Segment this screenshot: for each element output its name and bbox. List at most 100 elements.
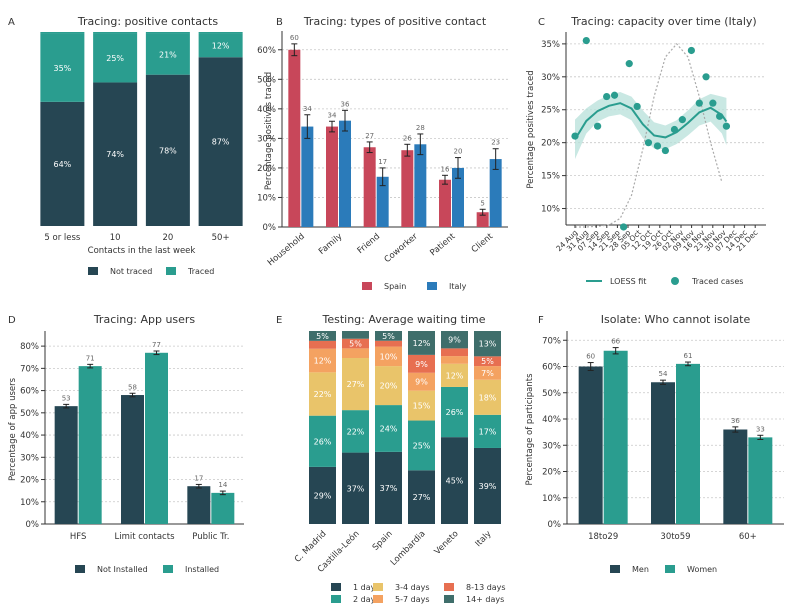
tick-label: 10 (110, 233, 121, 243)
bar-segment (342, 452, 369, 524)
bar-segment (474, 414, 501, 448)
y-axis-label: Percentage of app users (8, 377, 18, 481)
data-label: 60 (290, 34, 299, 42)
data-label: 77 (152, 341, 161, 349)
bar (198, 57, 243, 226)
data-label: 12% (413, 339, 431, 348)
data-label: 37% (380, 484, 398, 493)
legend-label: 1 day (353, 583, 376, 592)
legend-swatch (444, 583, 454, 591)
bar-segment (309, 466, 336, 524)
bar (376, 176, 389, 227)
data-point (571, 132, 579, 140)
tick-label: 40% (20, 431, 39, 441)
panel-title: Testing: Average waiting time (321, 313, 485, 326)
bar (198, 32, 243, 34)
tick-label: 20% (541, 139, 560, 149)
panel-c: C Tracing: capacity over time (Italy) 10% 1… (526, 15, 766, 286)
tick-label: 60% (257, 46, 276, 56)
bar-segment (474, 379, 501, 415)
bar (676, 363, 700, 524)
data-point (610, 91, 619, 99)
data-label: 78% (159, 146, 177, 155)
tick-label: 10% (257, 193, 276, 203)
bar-segment (474, 447, 501, 524)
data-label: 7% (481, 369, 494, 378)
panel-letter: D (8, 315, 16, 326)
data-point (603, 92, 611, 101)
data-label: 9% (415, 378, 428, 387)
tick-label: Patient (428, 231, 458, 258)
data-label: 66 (611, 338, 620, 346)
bar-segment (375, 340, 402, 347)
legend-label: Spain (384, 282, 406, 291)
tick-label: 40% (257, 105, 276, 115)
legend-label: Men (632, 565, 649, 574)
bar-segment (309, 372, 336, 416)
bar (578, 366, 603, 524)
bar (145, 32, 190, 34)
bar-segment (408, 470, 435, 524)
data-point (661, 146, 670, 155)
tick-label: 15% (541, 172, 560, 182)
tick-label: 10% (542, 494, 561, 504)
panel-title: Tracing: positive contacts (77, 15, 218, 28)
data-label: 12% (212, 42, 230, 51)
data-point (709, 99, 717, 107)
panel-b: B Tracing: types of positive contact 0% 10%… (257, 15, 508, 291)
data-label: 54 (659, 370, 668, 378)
data-label: 36 (731, 417, 740, 425)
data-label: 35% (53, 64, 71, 73)
bar-segment (474, 356, 501, 367)
legend-label: 2 days (353, 595, 380, 604)
bar-segment (408, 372, 435, 391)
data-point (644, 139, 653, 147)
bar-segment (408, 331, 435, 355)
bar (439, 179, 451, 227)
data-label: 23 (491, 139, 500, 147)
legend-swatch (610, 565, 620, 573)
legend-swatch (373, 595, 383, 603)
legend-swatch (75, 565, 85, 573)
bar-segment (408, 420, 435, 471)
data-label: 17 (194, 474, 203, 482)
data-label: 5% (382, 332, 395, 341)
bar-segment (309, 340, 336, 349)
tick-label: 10% (541, 205, 560, 215)
data-label: 37% (347, 484, 365, 493)
data-label: 5% (316, 332, 329, 341)
data-label: 34 (328, 111, 337, 119)
legend-swatch (88, 267, 98, 275)
legend-label: Not Installed (97, 565, 148, 574)
bar (339, 120, 351, 227)
panel-title: Tracing: capacity over time (Italy) (570, 15, 756, 28)
x-axis-label: Contacts in the last week (88, 246, 196, 256)
legend-label: Traced (187, 267, 214, 276)
data-point (653, 142, 662, 150)
panel-e: E Testing: Average waiting time 29% 26% 22% 1… (276, 313, 506, 604)
data-label: 26% (446, 408, 464, 417)
panel-letter: C (538, 17, 545, 28)
bar (198, 33, 243, 58)
bar-segment (474, 331, 501, 357)
data-label: 21% (159, 50, 177, 59)
bar (452, 167, 464, 227)
tick-label: 60+ (739, 532, 757, 542)
bar (187, 486, 211, 524)
bar-segment (441, 437, 468, 524)
bar (40, 32, 85, 34)
panel-d: D Tracing: App users 0% 10% 20% 30% 40% 50% 60% 7… (8, 313, 244, 574)
bar (93, 32, 138, 34)
data-label: 25% (106, 54, 124, 63)
bar (145, 352, 168, 524)
tick-label: Public Tr. (192, 532, 229, 542)
bar-segment (375, 346, 402, 367)
legend-swatch (427, 282, 437, 290)
bar-segment (309, 415, 336, 467)
tick-label: 30% (20, 453, 39, 463)
legend-label: Women (687, 565, 717, 574)
data-label: 27 (365, 132, 374, 140)
legend-swatch (331, 583, 341, 591)
tick-label: 20% (542, 468, 561, 478)
